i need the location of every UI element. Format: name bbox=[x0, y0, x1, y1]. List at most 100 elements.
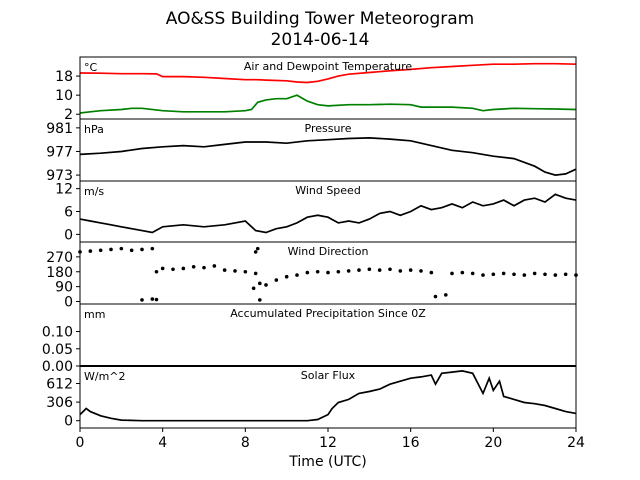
data-point bbox=[264, 283, 268, 287]
y-tick-label: 12 bbox=[55, 182, 73, 198]
series-line-1 bbox=[79, 370, 577, 422]
panel-title: Air and Dewpoint Temperature bbox=[244, 60, 412, 73]
data-point bbox=[202, 265, 206, 270]
data-point bbox=[357, 268, 361, 272]
data-point bbox=[315, 269, 320, 274]
data-point bbox=[377, 268, 382, 272]
y-tick-label: 0.00 bbox=[42, 359, 73, 375]
data-point bbox=[295, 273, 299, 277]
data-point bbox=[150, 297, 155, 301]
panel-1: 2 10 18 °C Air and Dewpoint Temperature bbox=[55, 56, 577, 123]
y-tick-label: 0 bbox=[64, 414, 73, 430]
data-point bbox=[491, 272, 496, 277]
series-line-1 bbox=[79, 62, 577, 84]
x-tick-label: 8 bbox=[241, 435, 250, 451]
y-tick-label: 981 bbox=[46, 121, 73, 137]
x-axis-label: Time (UTC) bbox=[288, 454, 366, 470]
data-point bbox=[98, 248, 103, 253]
data-point bbox=[481, 273, 485, 277]
data-point bbox=[543, 272, 547, 277]
y-tick-label: 0.10 bbox=[42, 325, 73, 341]
panel-5: 0.000.050.10 mm Accumulated Precipitation … bbox=[42, 303, 577, 375]
series-line-2 bbox=[79, 94, 577, 114]
data-point bbox=[140, 247, 144, 252]
data-point bbox=[154, 297, 159, 302]
data-point bbox=[253, 250, 258, 254]
y-tick-label: 2 bbox=[64, 107, 73, 123]
x-tick-label: 24 bbox=[567, 435, 585, 451]
x-tick-label: 4 bbox=[158, 435, 167, 451]
data-point bbox=[191, 265, 196, 269]
data-point bbox=[563, 272, 568, 277]
data-point bbox=[553, 273, 558, 277]
x-axis: 0 4 8 12 16 20 24 bbox=[76, 428, 585, 451]
y-tick-label: 90 bbox=[55, 280, 73, 296]
unit-label: hPa bbox=[84, 123, 104, 136]
data-point bbox=[258, 298, 262, 302]
data-point bbox=[522, 273, 527, 277]
figure-title: AO&SS Building Tower Meteorogram bbox=[166, 9, 474, 29]
data-point bbox=[255, 246, 260, 251]
data-point bbox=[512, 272, 516, 277]
data-point bbox=[346, 269, 351, 273]
y-tick-label: 0 bbox=[64, 295, 73, 311]
data-point bbox=[119, 246, 124, 251]
unit-label: °C bbox=[84, 61, 98, 74]
data-point bbox=[274, 278, 279, 282]
data-point bbox=[233, 269, 237, 273]
y-tick-label: 270 bbox=[46, 250, 73, 266]
data-point bbox=[419, 269, 423, 273]
data-point bbox=[253, 271, 258, 276]
series-line-1 bbox=[79, 137, 577, 176]
y-tick-label: 306 bbox=[46, 395, 73, 411]
data-point bbox=[154, 269, 159, 274]
x-tick-label: 16 bbox=[402, 435, 420, 451]
data-point bbox=[501, 271, 506, 276]
x-tick-label: 20 bbox=[484, 435, 502, 451]
data-point bbox=[326, 270, 330, 275]
data-point bbox=[532, 271, 537, 276]
panel-2: 973 977 981 hPa Pressure bbox=[46, 118, 577, 184]
panel-title: Pressure bbox=[305, 122, 352, 135]
panel-title: Wind Direction bbox=[288, 245, 369, 258]
panel-title: Wind Speed bbox=[295, 184, 361, 197]
data-point bbox=[160, 266, 165, 271]
data-point bbox=[212, 264, 217, 268]
panel-6: 0 306 612 W/m^2 Solar Flux bbox=[46, 365, 577, 430]
data-point bbox=[450, 271, 454, 276]
x-tick-label: 12 bbox=[319, 435, 337, 451]
y-tick-label: 180 bbox=[46, 265, 73, 281]
y-tick-label: 973 bbox=[46, 168, 73, 184]
data-point bbox=[171, 267, 175, 272]
data-point bbox=[408, 268, 413, 272]
panel-title: Accumulated Precipitation Since 0Z bbox=[230, 307, 426, 320]
data-point bbox=[444, 293, 448, 297]
unit-label: mm bbox=[84, 308, 105, 321]
data-point bbox=[470, 271, 475, 276]
data-point bbox=[388, 267, 392, 272]
data-point bbox=[398, 269, 403, 273]
data-point bbox=[336, 269, 341, 274]
x-tick-label: 0 bbox=[76, 435, 85, 451]
data-point bbox=[88, 249, 93, 253]
data-point bbox=[429, 270, 434, 275]
data-point bbox=[129, 248, 134, 253]
y-tick-label: 10 bbox=[55, 88, 73, 104]
data-point bbox=[284, 274, 289, 279]
figure-subtitle: 2014-06-14 bbox=[271, 30, 370, 50]
data-point bbox=[251, 286, 256, 291]
data-point bbox=[433, 294, 438, 299]
y-tick-label: 977 bbox=[46, 144, 73, 160]
data-point bbox=[258, 281, 262, 286]
y-tick-label: 18 bbox=[55, 69, 73, 85]
data-point bbox=[243, 269, 248, 274]
data-point bbox=[181, 266, 186, 271]
y-tick-label: 6 bbox=[64, 205, 73, 221]
series-line-1 bbox=[79, 193, 577, 234]
unit-label: m/s bbox=[84, 185, 104, 198]
y-tick-label: 0.05 bbox=[42, 342, 73, 358]
y-tick-label: 612 bbox=[46, 377, 73, 393]
